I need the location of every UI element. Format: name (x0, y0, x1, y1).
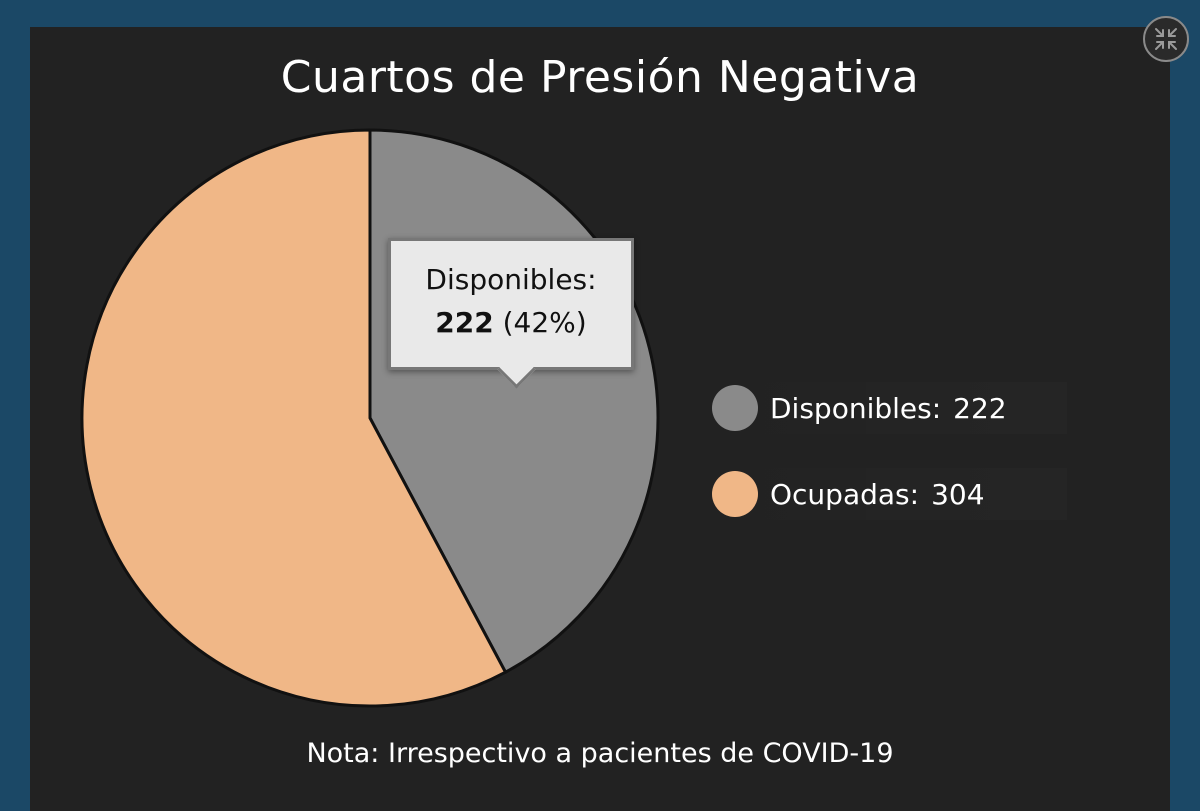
tooltip-name: Disponibles: (425, 263, 597, 296)
collapse-button[interactable] (1143, 16, 1189, 62)
chart-title: Cuartos de Presión Negativa (280, 52, 920, 103)
legend-value: 222 (953, 391, 1007, 425)
legend-item-disponibles[interactable]: Disponibles: 222 (712, 382, 1067, 434)
legend: Disponibles: 222 Ocupadas: 304 (712, 382, 1067, 554)
legend-swatch-disponibles (712, 385, 758, 431)
tooltip-value: 222 (435, 306, 494, 339)
legend-label: Ocupadas: (770, 477, 920, 511)
pie-slices (80, 128, 660, 708)
legend-value: 304 (931, 477, 985, 511)
tooltip-percent: (42%) (502, 306, 587, 339)
legend-swatch-ocupadas (712, 471, 758, 517)
legend-label: Disponibles: (770, 391, 942, 425)
collapse-arrows-icon (1155, 28, 1177, 50)
tooltip-line: 222 (42%) (391, 306, 631, 339)
chart-note: Nota: Irrespectivo a pacientes de COVID-… (306, 738, 894, 769)
slice-tooltip: Disponibles: 222 (42%) (388, 238, 634, 389)
pie-slice-ocupadas[interactable] (80, 128, 508, 708)
legend-item-ocupadas[interactable]: Ocupadas: 304 (712, 468, 1067, 520)
